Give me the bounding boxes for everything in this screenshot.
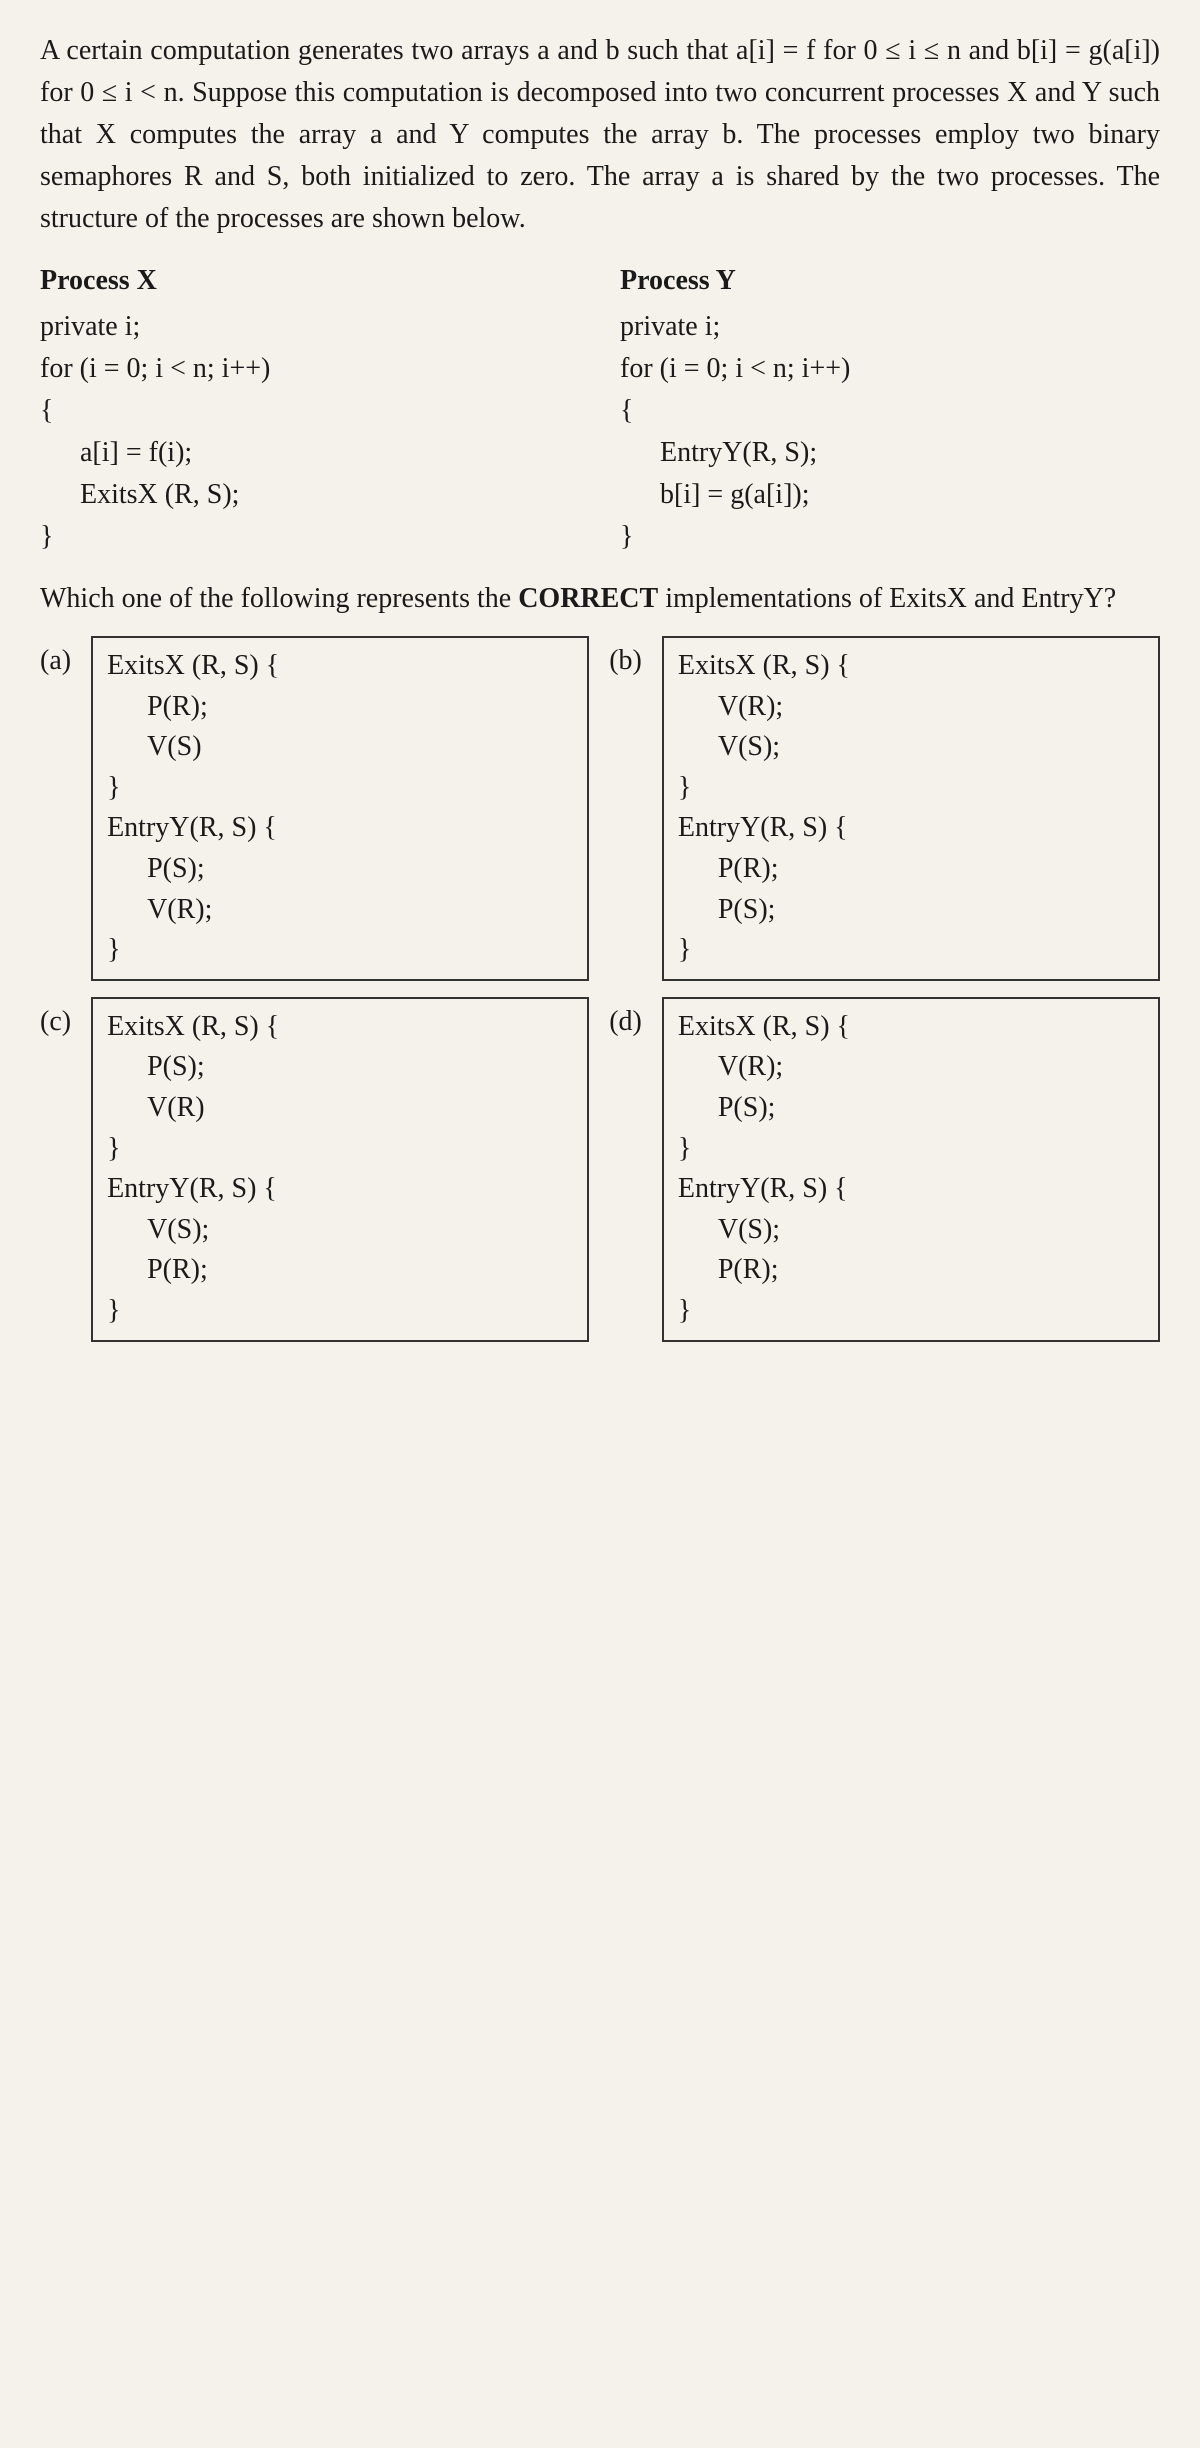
code-line: b[i] = g(a[i]); <box>620 474 1160 516</box>
option-b-label: (b) <box>609 636 642 682</box>
code-line: } <box>107 1129 573 1170</box>
question-prompt: Which one of the following represents th… <box>40 578 1160 620</box>
process-x-title: Process X <box>40 260 580 302</box>
code-line: V(R); <box>678 1047 1144 1088</box>
code-line: a[i] = f(i); <box>40 432 580 474</box>
code-line: } <box>678 1129 1144 1170</box>
code-line: { <box>40 390 580 432</box>
code-line: } <box>107 1291 573 1332</box>
code-line: V(R); <box>678 687 1144 728</box>
option-d-label: (d) <box>609 997 642 1043</box>
code-line: } <box>620 516 1160 558</box>
prompt-post: implementations of ExitsX and EntryY? <box>658 583 1116 614</box>
code-line: V(S); <box>678 727 1144 768</box>
option-c-label: (c) <box>40 997 71 1043</box>
option-d-box: ExitsX (R, S) { V(R); P(S); } EntryY(R, … <box>662 997 1160 1342</box>
code-line: EntryY(R, S) { <box>107 1169 573 1210</box>
code-line: P(S); <box>107 1047 573 1088</box>
option-c-box: ExitsX (R, S) { P(S); V(R) } EntryY(R, S… <box>91 997 589 1342</box>
code-line: private i; <box>620 306 1160 348</box>
code-line: V(S); <box>678 1210 1144 1251</box>
question-text: A certain computation generates two arra… <box>40 30 1160 240</box>
prompt-bold: CORRECT <box>518 583 658 614</box>
process-x-column: Process X private i; for (i = 0; i < n; … <box>40 260 580 558</box>
code-line: V(S); <box>107 1210 573 1251</box>
code-line: EntryY(R, S) { <box>678 808 1144 849</box>
code-line: V(R) <box>107 1088 573 1129</box>
code-line: } <box>107 768 573 809</box>
code-line: } <box>678 930 1144 971</box>
code-line: EntryY(R, S); <box>620 432 1160 474</box>
option-b-box: ExitsX (R, S) { V(R); V(S); } EntryY(R, … <box>662 636 1160 981</box>
options-grid: (a) ExitsX (R, S) { P(R); V(S) } EntryY(… <box>40 636 1160 1342</box>
code-line: ExitsX (R, S) { <box>107 646 573 687</box>
code-line: ExitsX (R, S) { <box>107 1007 573 1048</box>
code-line: V(S) <box>107 727 573 768</box>
code-line: } <box>40 516 580 558</box>
processes-section: Process X private i; for (i = 0; i < n; … <box>40 260 1160 558</box>
code-line: P(R); <box>678 849 1144 890</box>
code-line: V(R); <box>107 890 573 931</box>
code-line: } <box>678 768 1144 809</box>
code-line: EntryY(R, S) { <box>678 1169 1144 1210</box>
code-line: } <box>107 930 573 971</box>
code-line: P(R); <box>107 1250 573 1291</box>
code-line: ExitsX (R, S) { <box>678 1007 1144 1048</box>
prompt-pre: Which one of the following represents th… <box>40 583 518 614</box>
code-line: private i; <box>40 306 580 348</box>
code-line: } <box>678 1291 1144 1332</box>
code-line: ExitsX (R, S) { <box>678 646 1144 687</box>
code-line: ExitsX (R, S); <box>40 474 580 516</box>
code-line: for (i = 0; i < n; i++) <box>40 348 580 390</box>
process-y-title: Process Y <box>620 260 1160 302</box>
code-line: EntryY(R, S) { <box>107 808 573 849</box>
code-line: P(S); <box>107 849 573 890</box>
option-a-box: ExitsX (R, S) { P(R); V(S) } EntryY(R, S… <box>91 636 589 981</box>
process-y-column: Process Y private i; for (i = 0; i < n; … <box>620 260 1160 558</box>
code-line: P(R); <box>678 1250 1144 1291</box>
code-line: P(R); <box>107 687 573 728</box>
code-line: P(S); <box>678 1088 1144 1129</box>
code-line: { <box>620 390 1160 432</box>
code-line: for (i = 0; i < n; i++) <box>620 348 1160 390</box>
option-a-label: (a) <box>40 636 71 682</box>
code-line: P(S); <box>678 890 1144 931</box>
